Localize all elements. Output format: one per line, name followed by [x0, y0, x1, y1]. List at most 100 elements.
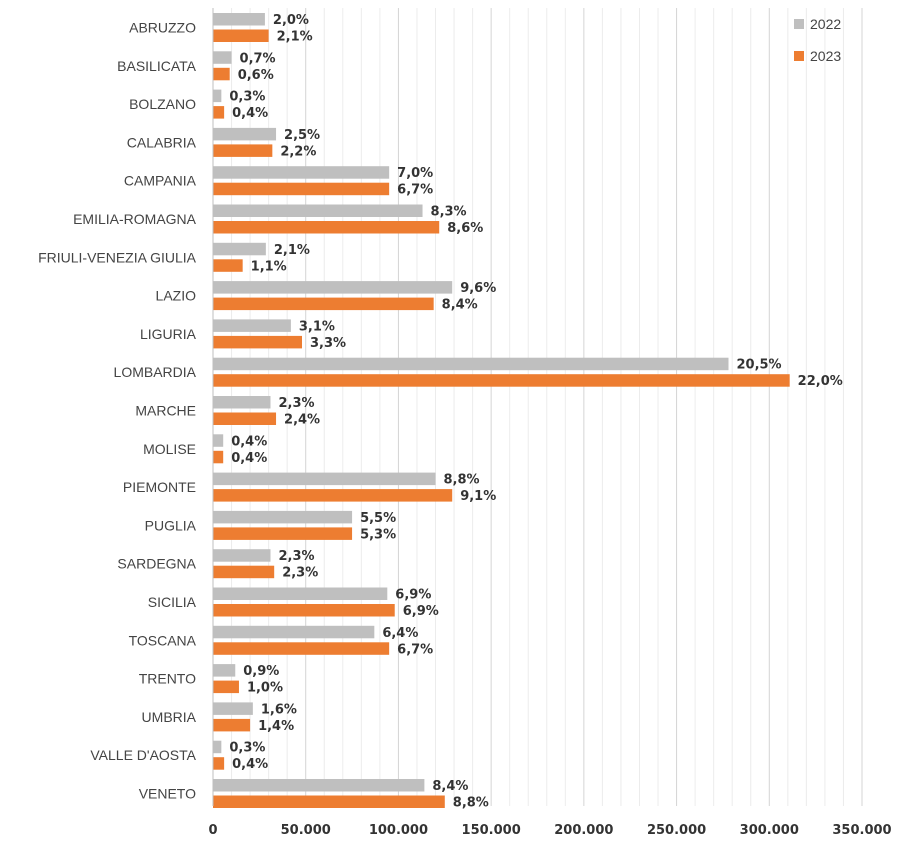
- data-label-2022-puglia: 5,5%: [360, 511, 396, 526]
- bar-2023-veneto: [213, 795, 445, 808]
- bar-2023-lombardia: [213, 374, 790, 387]
- data-label-2023-marche: 2,4%: [284, 413, 320, 428]
- data-label-2022-basilicata: 0,7%: [240, 51, 276, 66]
- data-label-2022-sicilia: 6,9%: [395, 588, 431, 603]
- category-label-basilicata: BASILICATA: [117, 58, 197, 74]
- data-label-2023-friuli-venezia-giulia: 1,1%: [251, 259, 287, 274]
- bar-2023-bolzano: [213, 106, 225, 119]
- bar-2022-abruzzo: [213, 13, 265, 26]
- legend-label-2023: 2023: [810, 48, 841, 64]
- bars: [213, 13, 790, 808]
- legend-label-2022: 2022: [810, 16, 841, 32]
- bar-2022-lombardia: [213, 357, 729, 371]
- data-label-2023-piemonte: 9,1%: [460, 489, 496, 504]
- data-label-2022-abruzzo: 2,0%: [273, 13, 309, 28]
- bar-2022-puglia: [213, 510, 353, 524]
- legend-swatch-2023: [794, 51, 804, 61]
- x-tick-label: 200.000: [554, 823, 613, 838]
- bar-2023-puglia: [213, 527, 353, 540]
- data-label-2023-trento: 1,0%: [247, 681, 283, 696]
- bar-2023-calabria: [213, 144, 273, 157]
- legend: 2022 2023: [794, 16, 841, 64]
- data-label-2022-liguria: 3,1%: [299, 319, 335, 334]
- bar-2023-campania: [213, 182, 390, 196]
- category-label-toscana: TOSCANA: [129, 632, 197, 648]
- data-label-2022-bolzano: 0,3%: [229, 90, 265, 105]
- bar-2023-emilia-romagna: [213, 221, 440, 234]
- data-label-2022-valle-d-aosta: 0,3%: [229, 741, 265, 756]
- bar-2022-veneto: [213, 779, 425, 792]
- x-tick-label: 50.000: [281, 823, 331, 838]
- bar-2023-friuli-venezia-giulia: [213, 259, 243, 272]
- data-label-2022-sardegna: 2,3%: [278, 549, 314, 564]
- data-label-2022-calabria: 2,5%: [284, 128, 320, 143]
- category-label-lazio: LAZIO: [156, 288, 197, 304]
- x-tick-label: 100.000: [369, 823, 428, 838]
- bar-2022-valle-d-aosta: [213, 740, 222, 754]
- data-label-2022-emilia-romagna: 8,3%: [431, 205, 467, 220]
- bar-2022-calabria: [213, 127, 277, 141]
- data-label-2023-bolzano: 0,4%: [232, 106, 268, 121]
- category-label-sardegna: SARDEGNA: [117, 556, 196, 572]
- category-label-marche: MARCHE: [135, 403, 196, 419]
- category-label-friuli-venezia-giulia: FRIULI-VENEZIA GIULIA: [38, 249, 197, 265]
- data-label-2023-toscana: 6,7%: [397, 642, 433, 657]
- category-label-valle-d-aosta: VALLE D'AOSTA: [90, 747, 196, 763]
- category-label-veneto: VENETO: [139, 786, 196, 802]
- category-label-lombardia: LOMBARDIA: [114, 364, 197, 380]
- data-label-2023-basilicata: 0,6%: [238, 68, 274, 83]
- category-label-umbria: UMBRIA: [142, 709, 197, 725]
- data-label-2023-puglia: 5,3%: [360, 527, 396, 542]
- bar-2022-lazio: [213, 281, 453, 294]
- bar-2023-trento: [213, 680, 239, 694]
- data-label-2023-valle-d-aosta: 0,4%: [232, 757, 268, 772]
- category-label-bolzano: BOLZANO: [129, 96, 196, 112]
- category-label-liguria: LIGURIA: [140, 326, 197, 342]
- data-label-2023-molise: 0,4%: [231, 451, 267, 466]
- bar-2022-marche: [213, 396, 271, 409]
- x-tick-label: 150.000: [462, 823, 521, 838]
- data-label-2022-veneto: 8,4%: [432, 779, 468, 794]
- bar-2022-liguria: [213, 319, 291, 332]
- bar-2022-bolzano: [213, 89, 222, 103]
- category-label-molise: MOLISE: [143, 441, 196, 457]
- x-tick-label: 300.000: [740, 823, 799, 838]
- data-label-2023-calabria: 2,2%: [280, 144, 316, 159]
- data-label-2022-marche: 2,3%: [278, 396, 314, 411]
- bar-2022-piemonte: [213, 472, 436, 486]
- data-label-2023-veneto: 8,8%: [453, 796, 489, 811]
- data-label-2022-lombardia: 20,5%: [736, 358, 781, 373]
- data-label-2023-umbria: 1,4%: [258, 719, 294, 734]
- data-label-2022-piemonte: 8,8%: [444, 473, 480, 488]
- bar-2022-basilicata: [213, 51, 232, 64]
- bar-2023-sicilia: [213, 604, 395, 617]
- category-label-calabria: CALABRIA: [127, 134, 197, 150]
- data-label-2023-abruzzo: 2,1%: [277, 30, 313, 45]
- data-label-2023-campania: 6,7%: [397, 183, 433, 198]
- bar-2022-sardegna: [213, 549, 271, 562]
- bar-2022-campania: [213, 166, 390, 179]
- bar-2022-emilia-romagna: [213, 204, 423, 217]
- data-label-2022-lazio: 9,6%: [460, 281, 496, 296]
- data-label-2023-sicilia: 6,9%: [403, 604, 439, 619]
- bar-2023-abruzzo: [213, 29, 269, 42]
- category-label-campania: CAMPANIA: [124, 173, 197, 189]
- category-label-sicilia: SICILIA: [148, 594, 197, 610]
- bar-2023-umbria: [213, 718, 251, 732]
- category-label-piemonte: PIEMONTE: [123, 479, 196, 495]
- bar-2022-sicilia: [213, 587, 388, 600]
- bar-2023-valle-d-aosta: [213, 757, 225, 770]
- x-tick-label: 350.000: [832, 823, 891, 838]
- data-label-2022-toscana: 6,4%: [382, 626, 418, 641]
- labels: ABRUZZO 2,0% 2,1% BASILICATA 0,7% 0,6% BOLZANO…: [38, 13, 843, 811]
- bar-2022-toscana: [213, 625, 375, 639]
- bar-2023-sardegna: [213, 565, 275, 579]
- bar-2022-friuli-venezia-giulia: [213, 242, 266, 256]
- bar-2023-liguria: [213, 335, 303, 349]
- bar-2023-molise: [213, 450, 224, 464]
- bar-2023-toscana: [213, 642, 390, 655]
- bar-2023-piemonte: [213, 489, 453, 502]
- data-label-2022-friuli-venezia-giulia: 2,1%: [274, 243, 310, 258]
- data-label-2023-lazio: 8,4%: [442, 298, 478, 313]
- bar-2022-umbria: [213, 702, 253, 715]
